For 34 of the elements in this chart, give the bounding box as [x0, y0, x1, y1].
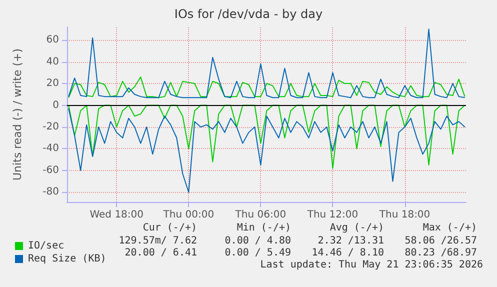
text: 0.00 / 4.80 — [224, 236, 292, 246]
line-series — [68, 108, 466, 193]
x-tick-label: Thu 18:00 — [378, 210, 430, 220]
text: 129.57m/ 7.62 — [118, 236, 198, 246]
text: Last update: Thu May 21 23:06:35 2026 — [260, 260, 484, 270]
chart-title: IOs for /dev/vda - by day — [174, 7, 323, 21]
x-tick-label: Wed 18:00 — [90, 210, 144, 220]
x-tick-label: Thu 12:00 — [306, 210, 358, 220]
line-series — [68, 28, 466, 98]
text: 2.32 /13.31 — [318, 236, 384, 246]
y-tick-label: 60 — [46, 34, 59, 46]
legend-label: IO/sec — [28, 240, 64, 252]
text: 0.00 / 5.49 — [224, 248, 292, 258]
x-tick-label: Thu 00:00 — [162, 210, 214, 220]
text: 14.46 / 8.10 — [312, 248, 384, 258]
y-tick-label: -80 — [42, 186, 59, 198]
y-tick-label: -20 — [42, 122, 59, 132]
y-axis-title: Units read (-) / write (+) — [11, 48, 24, 181]
legend-label: Req Size (KB) — [28, 254, 106, 264]
y-tick-label: 20 — [46, 78, 59, 90]
text: 80.23 /68.97 — [404, 248, 478, 258]
text: 58.06 /26.57 — [404, 236, 478, 246]
x-tick-label: Thu 06:00 — [234, 210, 286, 220]
text: Min (-/+) — [236, 222, 292, 234]
y-tick-label: 40 — [46, 56, 59, 68]
line-series — [68, 104, 466, 169]
text: Max (-/+) — [422, 222, 478, 234]
text: 20.00 / 6.41 — [124, 248, 198, 258]
text: Avg (-/+) — [330, 222, 384, 234]
y-tick-label: 0 — [52, 100, 59, 111]
text: Cur (-/+) — [142, 222, 198, 234]
line-series — [68, 76, 466, 98]
y-tick-label: -60 — [42, 164, 59, 176]
y-tick-label: -40 — [42, 143, 59, 154]
